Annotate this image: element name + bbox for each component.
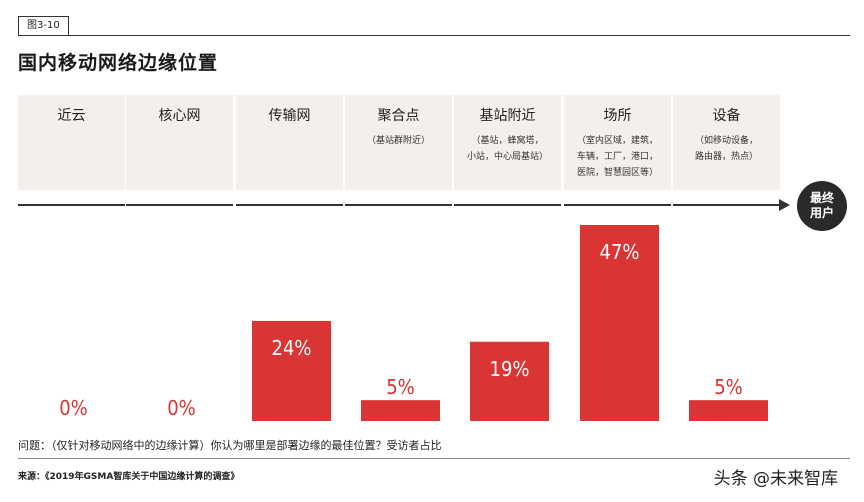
end-user-badge: 最终 用户 [797, 181, 847, 231]
location-name: 设备 [712, 108, 741, 124]
location-name: 核心网 [158, 108, 201, 124]
bar [580, 225, 659, 421]
bar-value-label: 5% [714, 375, 743, 399]
source-note: 来源：《2019年GSMA智库关于中国边缘计算的调查》 [18, 472, 240, 482]
bar [689, 400, 768, 421]
path-segment [454, 204, 561, 206]
path-segment [236, 204, 343, 206]
location-examples: （如移动设备， 路由器，热点） [694, 136, 758, 162]
location-name: 近云 [57, 108, 86, 124]
location-name: 传输网 [268, 108, 311, 124]
top-divider [18, 35, 850, 36]
location-name: 聚合点 [377, 108, 420, 124]
bar-value-label: 0% [167, 396, 196, 420]
path-segment [126, 204, 233, 206]
location-card: 场所 （室内区域，建筑， 车辆，工厂，港口， 医院，智慧园区等） [564, 95, 671, 190]
location-examples: （基站，蜂窝塔， 小站，中心局基站） [466, 136, 548, 162]
location-card: 基站附近 （基站，蜂窝塔， 小站，中心局基站） [454, 95, 561, 190]
location-card: 设备 （如移动设备， 路由器，热点） [673, 95, 780, 190]
location-examples: （室内区域，建筑， 车辆，工厂，港口， 医院，智慧园区等） [576, 136, 658, 178]
path-segment [673, 204, 781, 206]
path-segment [18, 204, 125, 206]
bar-value-label: 24% [272, 336, 312, 360]
bar [361, 400, 440, 421]
chart-title: 国内移动网络边缘位置 [18, 52, 219, 74]
path-segment [564, 204, 671, 206]
location-card: 核心网 [126, 95, 233, 190]
bar [470, 341, 549, 421]
bar [252, 320, 331, 421]
arrow-head-icon [779, 199, 790, 211]
path-segment [345, 204, 452, 206]
location-name: 基站附近 [479, 108, 536, 124]
figure-number: 图3-10 [18, 16, 69, 35]
end-user-line-2: 用户 [809, 206, 834, 220]
location-card: 近云 [18, 95, 125, 190]
location-examples: （基站群附近） [366, 136, 430, 146]
watermark: 头条 @未来智库 [713, 469, 838, 489]
bar-value-label: 0% [59, 396, 88, 420]
location-card: 传输网 [236, 95, 343, 190]
bar-value-label: 5% [386, 375, 415, 399]
end-user-line-1: 最终 [809, 191, 834, 205]
bar-value-label: 19% [490, 357, 530, 381]
location-card: 聚合点 （基站群附近） [345, 95, 452, 190]
bottom-divider [18, 458, 850, 459]
bar-value-label: 47% [600, 240, 640, 264]
survey-question: 问题：（仅针对移动网络中的边缘计算）你认为哪里是部署边缘的最佳位置？受访者占比 [18, 439, 442, 452]
location-name: 场所 [603, 108, 632, 124]
